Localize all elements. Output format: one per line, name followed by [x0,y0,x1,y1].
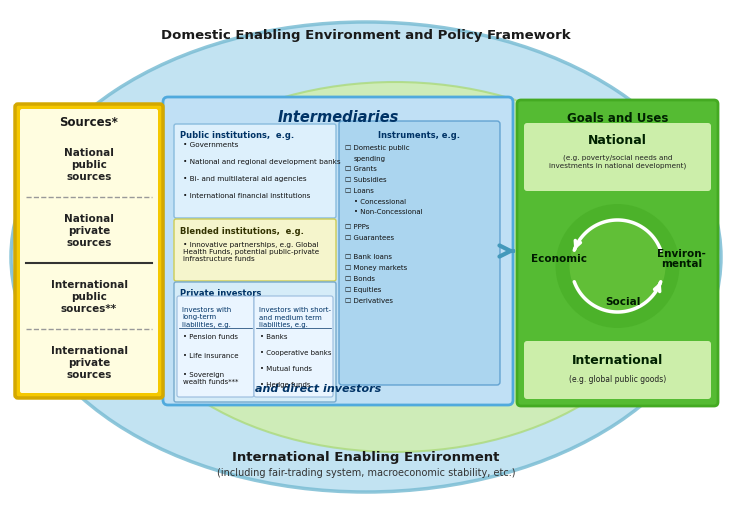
FancyBboxPatch shape [177,296,254,397]
Text: (e.g. poverty/social needs and
investments in national development): (e.g. poverty/social needs and investmen… [549,154,686,169]
Text: • Sovereign
wealth funds***: • Sovereign wealth funds*** [183,371,238,384]
Text: Environ-
mental: Environ- mental [657,248,706,269]
Text: ☐ Grants: ☐ Grants [345,165,377,172]
Text: spending: spending [354,156,386,162]
Text: • Bi- and multilateral aid agencies: • Bi- and multilateral aid agencies [183,176,306,182]
Text: International
private
sources: International private sources [51,346,128,379]
Ellipse shape [11,23,721,492]
Text: Sources*: Sources* [59,115,119,128]
Text: International Enabling Environment: International Enabling Environment [232,450,500,464]
Text: • Hedge funds: • Hedge funds [260,381,311,387]
Text: Intermediaries: Intermediaries [277,109,399,124]
Text: • National and regional development banks: • National and regional development bank… [183,159,341,165]
Text: and direct investors: and direct investors [255,383,381,393]
FancyBboxPatch shape [174,282,336,402]
FancyBboxPatch shape [524,124,711,191]
Text: Domestic Enabling Environment and Policy Framework: Domestic Enabling Environment and Policy… [161,29,571,41]
Text: • Pension funds: • Pension funds [183,333,238,340]
Text: ☐ Domestic public: ☐ Domestic public [345,145,410,151]
Text: International: International [572,354,663,367]
Text: • Concessional: • Concessional [354,199,406,205]
Text: Investors with short-
and medium term
liabilities, e.g.: Investors with short- and medium term li… [259,306,331,327]
FancyBboxPatch shape [339,122,500,385]
Text: International
public
sources**: International public sources** [51,280,128,313]
Text: Instruments, e.g.: Instruments, e.g. [378,130,460,139]
Text: Goals and Uses: Goals and Uses [567,111,668,124]
Text: • Innovative partnerships, e.g. Global
Health Funds, potential public-private
in: • Innovative partnerships, e.g. Global H… [183,242,320,262]
Ellipse shape [115,83,675,452]
Text: Private investors: Private investors [180,289,262,298]
Text: ☐ Derivatives: ☐ Derivatives [345,297,393,303]
Text: ☐ Bank loans: ☐ Bank loans [345,253,392,260]
Text: ☐ Equities: ☐ Equities [345,287,381,293]
Text: • Non-Concessional: • Non-Concessional [354,209,423,215]
Circle shape [570,218,666,315]
Text: ☐ Bonds: ☐ Bonds [345,275,375,281]
Text: (including fair-trading system, macroeconomic stability, etc.): (including fair-trading system, macroeco… [217,467,515,477]
Text: Investors with
long-term
liabilities, e.g.: Investors with long-term liabilities, e.… [182,306,231,327]
Text: Social: Social [605,296,640,306]
Text: • Banks: • Banks [260,333,287,340]
Text: • Governments: • Governments [183,142,238,148]
Text: (e.g. global public goods): (e.g. global public goods) [569,374,666,383]
Text: ☐ Loans: ☐ Loans [345,188,374,193]
Circle shape [556,205,679,328]
FancyBboxPatch shape [174,125,336,218]
Text: ☐ PPPs: ☐ PPPs [345,223,369,230]
Text: • Mutual funds: • Mutual funds [260,365,312,371]
FancyBboxPatch shape [517,101,718,406]
FancyBboxPatch shape [20,110,158,393]
Text: ☐ Subsidies: ☐ Subsidies [345,177,386,183]
Text: National
public
sources: National public sources [64,148,114,181]
Text: National: National [588,133,647,146]
Text: ☐ Money markets: ☐ Money markets [345,265,408,270]
FancyBboxPatch shape [174,219,336,281]
Text: ☐ Guarantees: ☐ Guarantees [345,235,394,241]
Text: National
private
sources: National private sources [64,214,114,247]
Text: Public institutions,  e.g.: Public institutions, e.g. [180,131,294,140]
Text: Economic: Economic [531,253,587,264]
Text: Blended institutions,  e.g.: Blended institutions, e.g. [180,226,304,235]
Text: • International financial institutions: • International financial institutions [183,192,310,199]
Text: • Life insurance: • Life insurance [183,352,238,358]
FancyBboxPatch shape [524,342,711,399]
FancyBboxPatch shape [254,296,333,397]
FancyBboxPatch shape [15,105,163,398]
Text: • Cooperative banks: • Cooperative banks [260,349,331,355]
FancyBboxPatch shape [163,98,513,405]
